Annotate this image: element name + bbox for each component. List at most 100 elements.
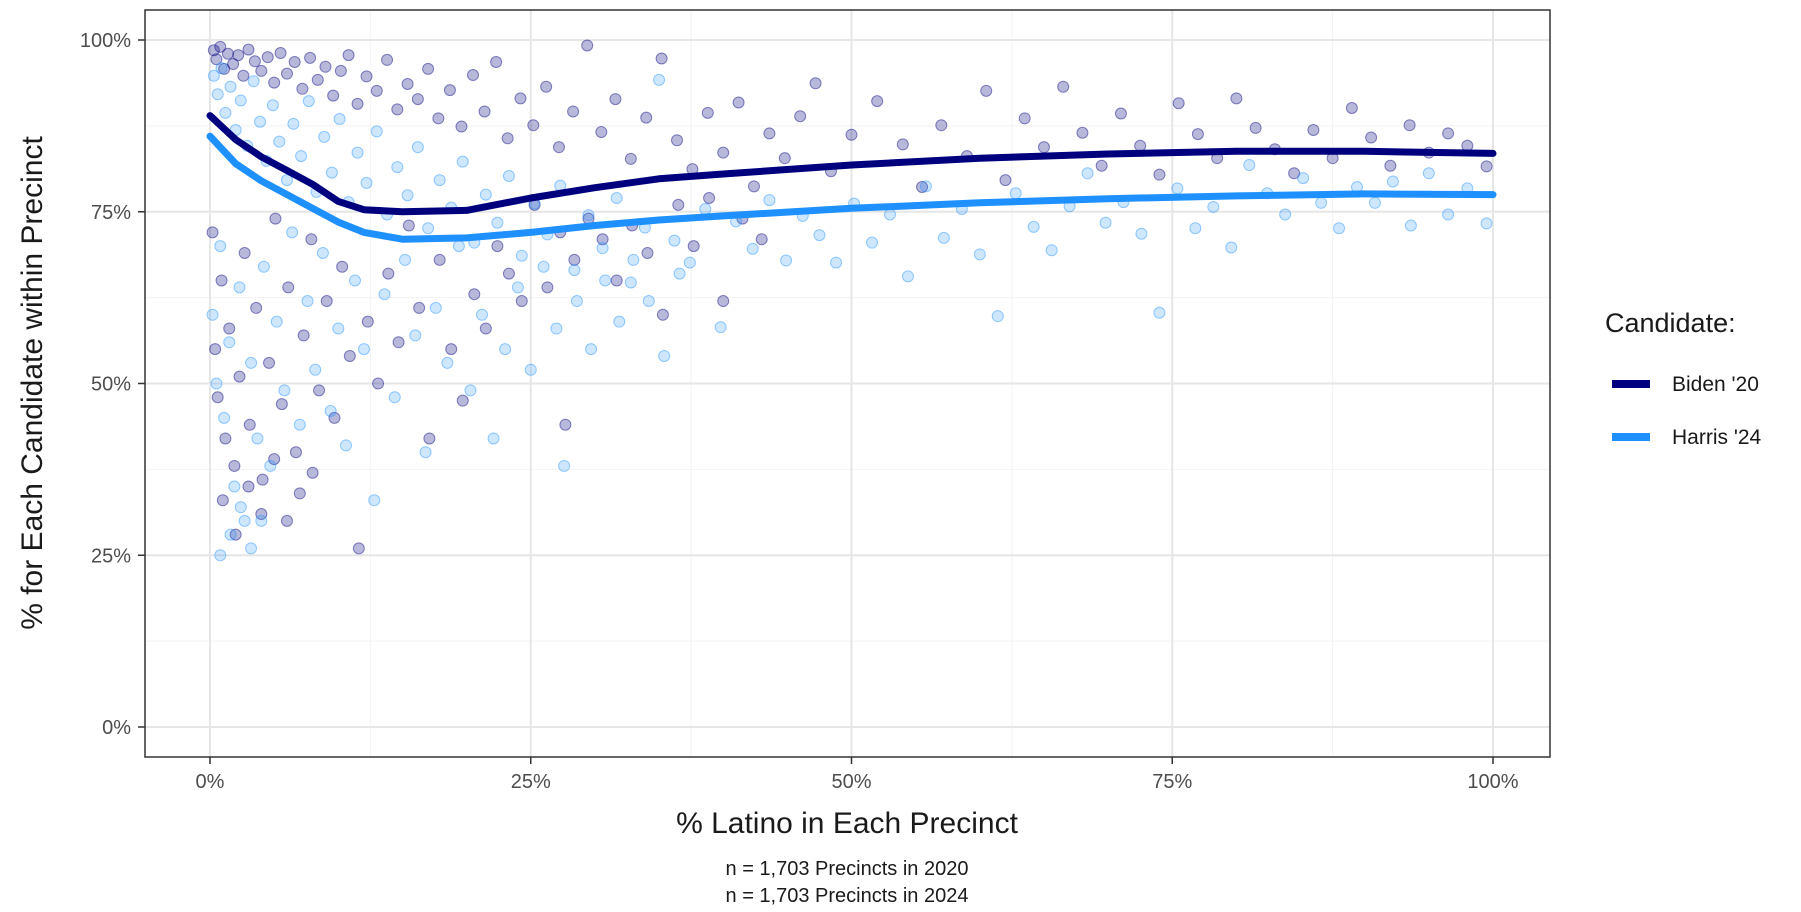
scatter-point-harris bbox=[582, 209, 595, 222]
scatter-point-harris bbox=[211, 88, 224, 101]
scatter-point-biden bbox=[595, 126, 608, 139]
scatter-point-biden bbox=[672, 198, 685, 211]
scatter-point-harris bbox=[714, 321, 727, 334]
scatter-point-biden bbox=[980, 84, 993, 97]
scatter-point-biden bbox=[809, 77, 822, 90]
scatter-point-biden bbox=[360, 70, 373, 83]
y-tick-label: 100% bbox=[80, 30, 131, 52]
x-axis-ticks: 0% 25% 50% 75% 100% bbox=[196, 757, 1519, 793]
scatter-point-biden bbox=[282, 281, 295, 294]
scatter-point-harris bbox=[214, 549, 227, 562]
scatter-point-biden bbox=[229, 528, 242, 541]
scatter-point-biden bbox=[275, 398, 288, 411]
scatter-point-biden bbox=[1288, 167, 1301, 180]
scatter-point-biden bbox=[372, 377, 385, 390]
scatter-point-biden bbox=[392, 336, 405, 349]
scatter-point-harris bbox=[653, 73, 666, 86]
legend-title: Candidate: bbox=[1605, 308, 1736, 338]
scatter-point-biden bbox=[1114, 107, 1127, 120]
scatter-point-harris bbox=[287, 117, 300, 130]
scatter-point-biden bbox=[328, 411, 341, 424]
scatter-point-biden bbox=[596, 233, 609, 246]
scatter-point-harris bbox=[360, 176, 373, 189]
scatter-point-biden bbox=[1153, 168, 1166, 181]
scatter-point-biden bbox=[468, 288, 481, 301]
scatter-point-biden bbox=[671, 134, 684, 147]
scatter-point-biden bbox=[778, 152, 791, 165]
scatter-point-biden bbox=[218, 62, 231, 75]
scatter-point-biden bbox=[233, 370, 246, 383]
scatter-point-harris bbox=[452, 240, 465, 253]
scatter-point-biden bbox=[402, 219, 415, 232]
scatter-point-biden bbox=[1249, 121, 1262, 134]
scatter-point-harris bbox=[1243, 159, 1256, 172]
scatter-point-biden bbox=[624, 152, 637, 165]
scatter-point-biden bbox=[242, 43, 255, 56]
scatter-point-harris bbox=[245, 356, 258, 369]
trend-line-biden bbox=[206, 112, 1497, 216]
scatter-point-biden bbox=[559, 418, 572, 431]
scatter-point-harris bbox=[419, 446, 432, 459]
scatter-point-harris bbox=[234, 501, 247, 514]
scatter-point-harris bbox=[627, 253, 640, 266]
scatter-point-biden bbox=[422, 62, 435, 75]
scatter-point-harris bbox=[255, 514, 268, 527]
scatter-point-harris bbox=[433, 174, 446, 187]
scatter-point-harris bbox=[502, 170, 515, 183]
scatter-point-harris bbox=[370, 125, 383, 138]
scatter-point-harris bbox=[596, 242, 609, 255]
y-tick-label: 25% bbox=[91, 545, 131, 567]
scatter-point-biden bbox=[223, 322, 236, 335]
scatter-point-harris bbox=[668, 234, 681, 247]
scatter-point-harris bbox=[1315, 196, 1328, 209]
scatter-point-harris bbox=[511, 281, 524, 294]
scatter-point-harris bbox=[1027, 220, 1040, 233]
scatter-point-harris bbox=[318, 130, 331, 143]
y-tick-label: 50% bbox=[91, 374, 131, 396]
scatter-point-harris bbox=[464, 384, 477, 397]
scatter-point-harris bbox=[228, 480, 241, 493]
scatter-point-biden bbox=[687, 240, 700, 253]
scatter-point-biden bbox=[491, 240, 504, 253]
scatter-point-biden bbox=[1230, 92, 1243, 105]
scatter-point-harris bbox=[245, 542, 258, 555]
scatter-point-biden bbox=[268, 76, 281, 89]
scatter-point-harris bbox=[368, 494, 381, 507]
scatter-point-biden bbox=[268, 453, 281, 466]
scatter-point-biden bbox=[1191, 128, 1204, 141]
scatter-point-harris bbox=[1081, 167, 1094, 180]
scatter-point-biden bbox=[311, 73, 324, 86]
scatter-point-biden bbox=[703, 192, 716, 205]
scatter-point-biden bbox=[656, 308, 669, 321]
scatter-point-harris bbox=[251, 432, 264, 445]
y-tick-label: 75% bbox=[91, 202, 131, 224]
scatter-point-biden bbox=[216, 494, 229, 507]
scatter-point-biden bbox=[211, 391, 224, 404]
scatter-point-biden bbox=[540, 80, 553, 93]
scatter-point-harris bbox=[515, 249, 528, 262]
scatter-point-biden bbox=[717, 146, 730, 159]
scatter-point-biden bbox=[514, 92, 527, 105]
scatter-point-harris bbox=[348, 274, 361, 287]
scatter-point-biden bbox=[214, 40, 227, 53]
scatter-point-biden bbox=[1365, 131, 1378, 144]
scatter-point-harris bbox=[1171, 182, 1184, 195]
scatter-point-harris bbox=[456, 155, 469, 168]
scatter-point-biden bbox=[641, 246, 654, 259]
scatter-point-biden bbox=[1076, 126, 1089, 139]
scatter-point-harris bbox=[441, 356, 454, 369]
x-tick-label: 75% bbox=[1152, 771, 1192, 793]
scatter-point-harris bbox=[214, 240, 227, 253]
scatter-point-biden bbox=[305, 233, 318, 246]
scatter-point-biden bbox=[319, 60, 332, 73]
scatter-point-harris bbox=[658, 350, 671, 363]
scatter-point-harris bbox=[233, 281, 246, 294]
scatter-point-harris bbox=[295, 150, 308, 163]
scatter-point-biden bbox=[502, 267, 515, 280]
scatter-point-harris bbox=[388, 391, 401, 404]
scatter-point-harris bbox=[973, 248, 986, 261]
scatter-point-biden bbox=[243, 418, 256, 431]
scatter-point-biden bbox=[255, 64, 268, 77]
scatter-point-harris bbox=[1279, 208, 1292, 221]
